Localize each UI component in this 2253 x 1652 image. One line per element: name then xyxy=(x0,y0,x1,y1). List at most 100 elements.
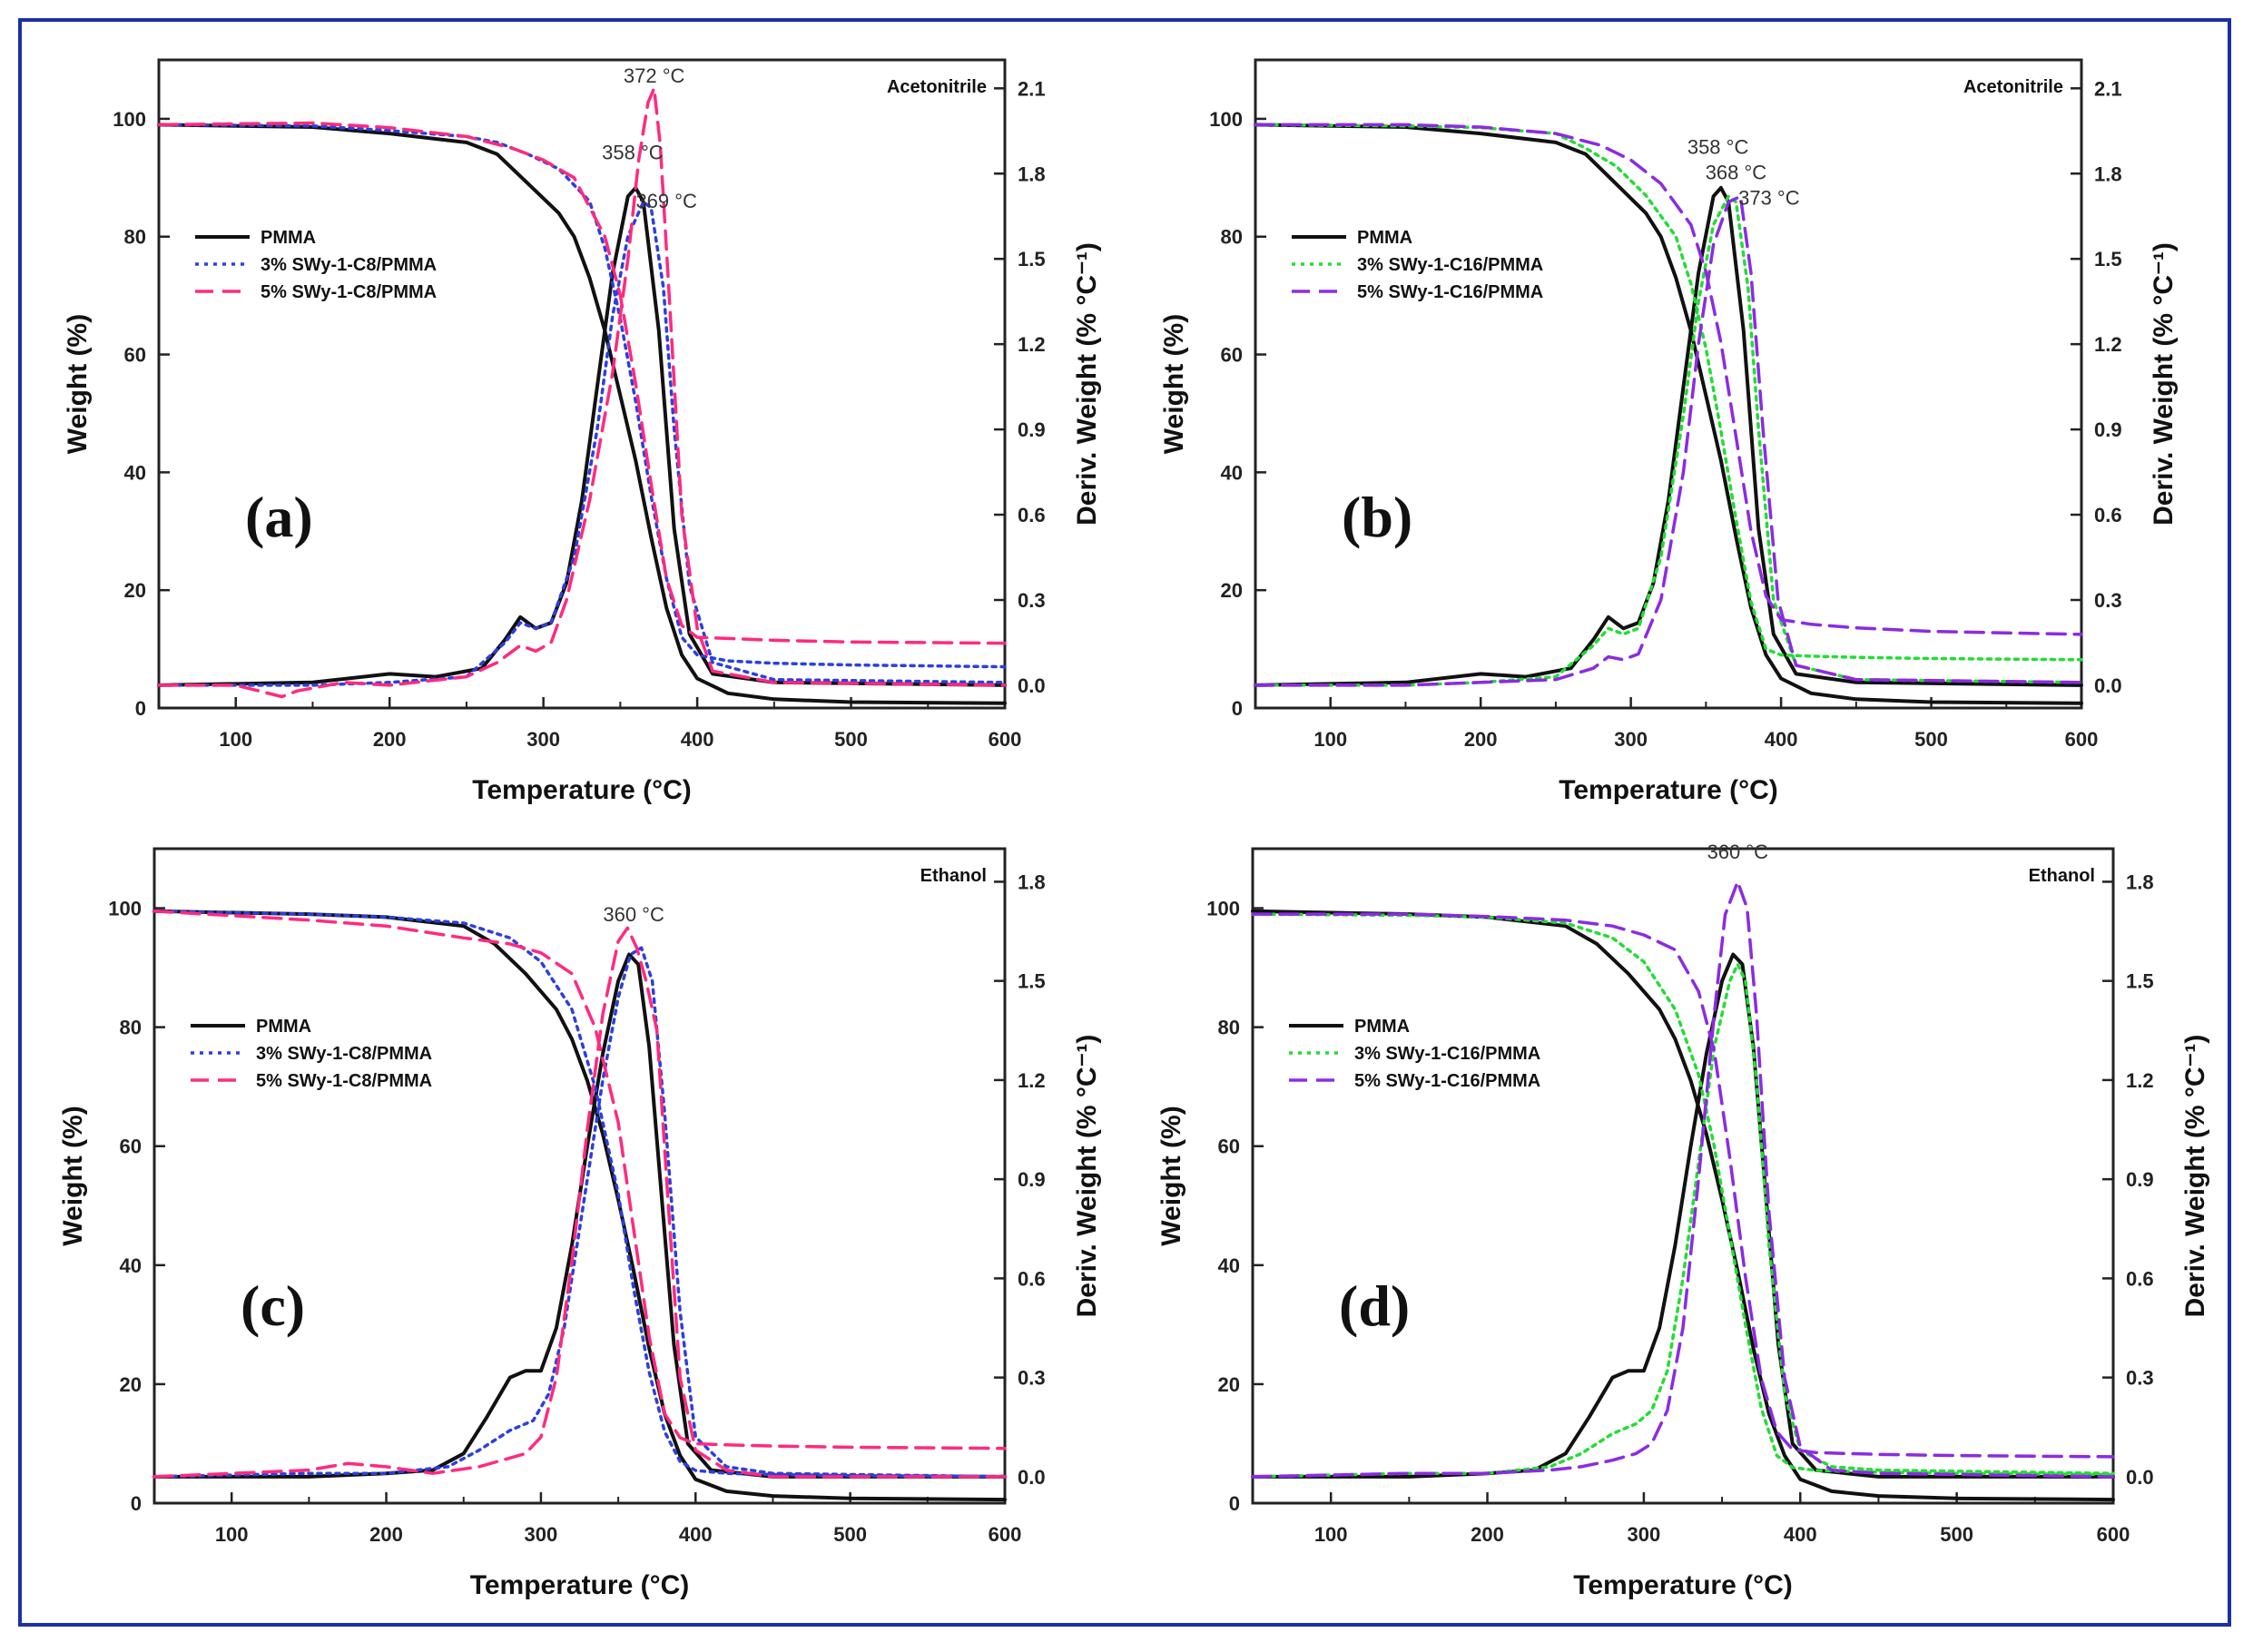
y2-axis-title: Deriv. Weight (% °C⁻¹) xyxy=(1072,1035,1102,1318)
y2-tick-label: 0.6 xyxy=(1018,1267,1046,1290)
y2-tick-label: 1.2 xyxy=(2126,1069,2154,1092)
x-tick-label: 400 xyxy=(681,728,714,751)
y-tick-label: 60 xyxy=(1218,1136,1240,1158)
series-line-deriv-3 xyxy=(1254,194,2083,687)
y-tick-label: 20 xyxy=(120,1373,142,1396)
solvent-label: Acetonitrile xyxy=(887,77,987,97)
solvent-label: Ethanol xyxy=(2029,866,2095,886)
y-tick-label: 0 xyxy=(135,697,146,720)
x-tick-label: 100 xyxy=(1314,1523,1348,1546)
series-line-deriv-2 xyxy=(152,946,1007,1479)
y-tick-label: 0 xyxy=(1229,1492,1240,1515)
figure-frame xyxy=(18,18,2231,1627)
legend-label: 3% SWy-1-C16/PMMA xyxy=(1354,1044,1540,1064)
x-axis-title: Temperature (°C) xyxy=(1559,775,1777,805)
y2-axis-title: Deriv. Weight (% °C⁻¹) xyxy=(2149,242,2179,526)
series-group xyxy=(1251,880,2115,1502)
x-tick-label: 500 xyxy=(834,728,868,751)
peak-annotation: 373 °C xyxy=(1738,187,1800,210)
y-axis-title: Weight (%) xyxy=(1156,1106,1186,1245)
legend-label: 5% SWy-1-C8/PMMA xyxy=(261,282,437,302)
y2-tick-label: 1.5 xyxy=(2094,248,2122,270)
series-line-weight-3 xyxy=(157,121,1007,645)
series-line-weight-2 xyxy=(1254,123,2083,662)
legend-label: 5% SWy-1-C16/PMMA xyxy=(1357,282,1543,302)
y2-tick-label: 0.3 xyxy=(2126,1367,2154,1390)
series-group xyxy=(152,909,1007,1502)
series-line-deriv-3 xyxy=(1251,880,2115,1479)
series-line-weight-2 xyxy=(152,910,1007,1479)
legend-label: PMMA xyxy=(256,1017,311,1037)
y2-tick-label: 0.0 xyxy=(1018,674,1046,697)
x-tick-label: 500 xyxy=(833,1523,867,1546)
plot-frame xyxy=(1251,847,2115,1505)
y2-tick-label: 1.5 xyxy=(1018,970,1046,993)
x-tick-label: 100 xyxy=(1313,728,1347,751)
peak-annotation: 358 °C xyxy=(1687,135,1749,158)
x-tick-label: 300 xyxy=(525,1523,558,1546)
y2-tick-label: 0.6 xyxy=(2094,504,2122,526)
series-line-weight-1 xyxy=(1254,123,2083,705)
y-tick-label: 100 xyxy=(1209,108,1243,131)
peak-annotation: 358 °C xyxy=(602,142,664,164)
y-tick-label: 60 xyxy=(120,1136,142,1158)
y2-tick-label: 0.6 xyxy=(1018,504,1046,526)
y2-tick-label: 0.6 xyxy=(2126,1267,2154,1290)
legend-label: 3% SWy-1-C8/PMMA xyxy=(261,255,437,275)
y-tick-label: 100 xyxy=(1206,898,1240,920)
series-line-deriv-3 xyxy=(152,926,1007,1479)
x-tick-label: 200 xyxy=(1471,1523,1504,1546)
y2-tick-label: 0.3 xyxy=(1018,589,1046,612)
series-line-deriv-1 xyxy=(1254,185,2083,687)
legend-label: 5% SWy-1-C16/PMMA xyxy=(1354,1071,1540,1091)
y2-tick-label: 2.1 xyxy=(1018,77,1046,100)
x-axis-title: Temperature (°C) xyxy=(472,775,691,805)
series-line-weight-2 xyxy=(1251,912,2115,1477)
series-line-weight-3 xyxy=(1251,912,2115,1459)
y2-tick-label: 1.2 xyxy=(1018,1069,1046,1092)
series-group xyxy=(1254,123,2083,705)
panel-label: (a) xyxy=(245,485,313,549)
x-tick-label: 500 xyxy=(1914,728,1948,751)
x-tick-label: 200 xyxy=(373,728,407,751)
y-tick-label: 80 xyxy=(124,226,146,249)
x-tick-label: 300 xyxy=(1614,728,1648,751)
y2-tick-label: 0.0 xyxy=(2126,1466,2154,1489)
y2-tick-label: 1.5 xyxy=(2126,970,2154,993)
x-tick-label: 400 xyxy=(1765,728,1798,751)
series-line-deriv-2 xyxy=(1254,194,2083,687)
x-tick-label: 600 xyxy=(989,728,1022,751)
y2-tick-label: 1.8 xyxy=(2126,870,2154,893)
peak-annotation: 360 °C xyxy=(603,903,664,926)
legend-label: 5% SWy-1-C8/PMMA xyxy=(256,1071,432,1091)
y2-tick-label: 1.8 xyxy=(1018,162,1046,185)
y-tick-label: 100 xyxy=(108,898,142,920)
legend-label: 3% SWy-1-C16/PMMA xyxy=(1357,255,1543,275)
y2-tick-label: 1.8 xyxy=(1018,870,1046,893)
x-axis-title: Temperature (°C) xyxy=(470,1570,689,1600)
plot-frame xyxy=(1254,58,2083,710)
y2-tick-label: 0.0 xyxy=(2094,674,2122,697)
y-tick-label: 40 xyxy=(120,1254,142,1277)
y-axis-title: Weight (%) xyxy=(1159,314,1189,454)
x-tick-label: 200 xyxy=(1464,728,1498,751)
panel-label: (b) xyxy=(1342,485,1412,549)
y-tick-label: 40 xyxy=(124,461,146,484)
x-tick-label: 200 xyxy=(369,1523,403,1546)
y-tick-label: 40 xyxy=(1218,1254,1240,1277)
y-tick-label: 60 xyxy=(1221,344,1243,367)
x-tick-label: 600 xyxy=(989,1523,1022,1546)
peak-annotation: 372 °C xyxy=(624,64,685,87)
panel-label: (d) xyxy=(1339,1273,1410,1338)
y2-tick-label: 0.3 xyxy=(1018,1367,1046,1390)
y2-tick-label: 0.3 xyxy=(2094,589,2122,612)
y2-tick-label: 1.2 xyxy=(1018,333,1046,356)
chart-panel-a: 100 200 300 400 500 600 0 20 40 60 80 100 0.0 0.3 0.6 0… xyxy=(63,58,1102,805)
x-axis-title: Temperature (°C) xyxy=(1573,1570,1792,1600)
y2-tick-label: 2.1 xyxy=(2094,77,2122,100)
chart-panel-c: 100 200 300 400 500 600 0 20 40 60 80 100 0.0 0.3 0.6 0… xyxy=(58,847,1102,1600)
series-line-weight-1 xyxy=(1251,909,2115,1502)
y2-axis-title: Deriv. Weight (% °C⁻¹) xyxy=(2180,1035,2210,1318)
series-line-deriv-2 xyxy=(1251,962,2115,1479)
